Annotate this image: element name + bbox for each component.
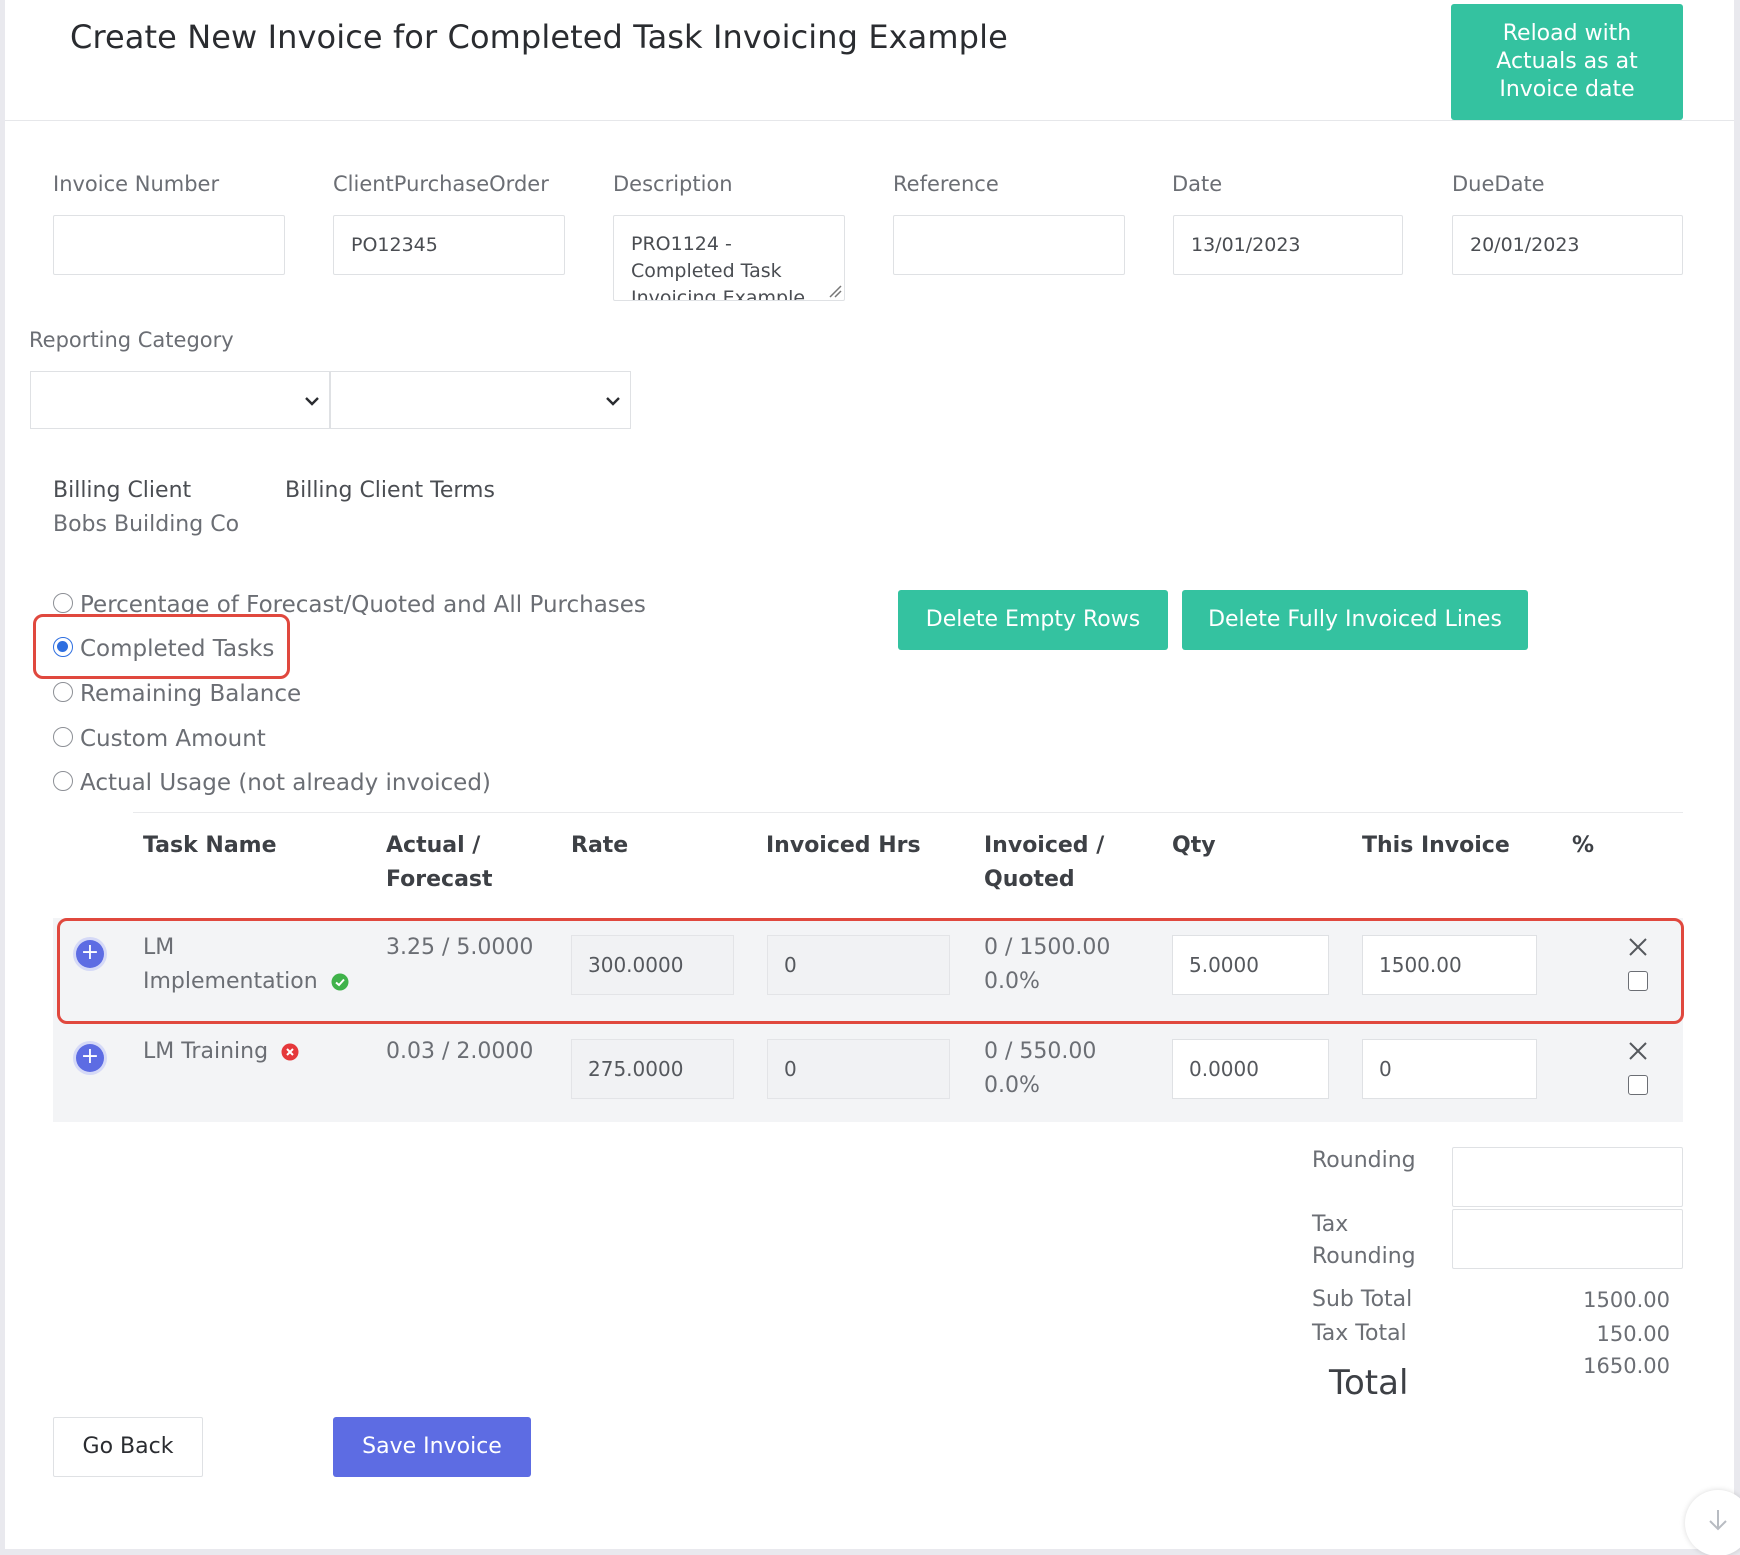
scroll-down-button[interactable] (1685, 1490, 1740, 1555)
invoiced-hrs-field: 0 (767, 1039, 950, 1099)
reporting-category-select-1[interactable] (30, 371, 330, 429)
resize-handle-icon[interactable] (828, 284, 842, 298)
delete-fully-invoiced-button[interactable]: Delete Fully Invoiced Lines (1182, 590, 1528, 650)
tax-rounding-label: Tax Rounding (1312, 1212, 1416, 1269)
billing-client-value: Bobs Building Co (53, 512, 240, 537)
sub-total-value: 1500.00 (1583, 1288, 1670, 1312)
col-invoiced-hrs: Invoiced Hrs (766, 833, 921, 858)
table-row: + LM Implementation 3.25 / 5.0000 300.00… (53, 918, 1683, 1022)
billing-client-label: Billing Client (53, 478, 192, 503)
radio-button[interactable] (53, 682, 73, 702)
col-rate: Rate (571, 833, 629, 858)
due-date-label: DueDate (1452, 172, 1545, 196)
due-date-input[interactable]: 20/01/2023 (1452, 215, 1683, 275)
radio-button[interactable] (53, 727, 73, 747)
x-circle-icon (281, 1043, 299, 1061)
qty-input[interactable]: 5.0000 (1172, 935, 1329, 995)
go-back-button[interactable]: Go Back (53, 1417, 203, 1477)
col-actual-forecast: Actual / Forecast (386, 833, 493, 892)
this-invoice-input[interactable]: 1500.00 (1362, 935, 1537, 995)
task-name: LM Implementation (143, 931, 349, 999)
delete-empty-rows-button[interactable]: Delete Empty Rows (898, 590, 1168, 650)
invoice-number-label: Invoice Number (53, 172, 220, 196)
tax-total-label: Tax Total (1312, 1321, 1407, 1346)
client-po-label: ClientPurchaseOrder (333, 172, 549, 196)
close-icon[interactable] (1627, 936, 1649, 958)
row-checkbox[interactable] (1628, 971, 1648, 991)
col-qty: Qty (1172, 833, 1216, 858)
invoiced-hrs-field: 0 (767, 935, 950, 995)
qty-input[interactable]: 0.0000 (1172, 1039, 1329, 1099)
rate-field: 275.0000 (571, 1039, 734, 1099)
reload-actuals-button[interactable]: Reload with Actuals as at Invoice date (1451, 4, 1683, 120)
total-label: Total (1329, 1363, 1409, 1403)
plus-circle-icon[interactable]: + (76, 940, 104, 968)
total-value: 1650.00 (1583, 1354, 1670, 1378)
col-this-invoice: This Invoice (1362, 833, 1510, 858)
description-text: PRO1124 - Completed Task Invoicing Examp… (631, 233, 806, 301)
check-circle-icon (331, 973, 349, 991)
radio-button-selected[interactable] (53, 637, 73, 657)
col-invoiced-quoted: Invoiced / Quoted (984, 833, 1105, 892)
chevron-down-icon (606, 397, 620, 406)
this-invoice-input[interactable]: 0 (1362, 1039, 1537, 1099)
reference-input[interactable] (893, 215, 1125, 275)
billing-client-terms-label: Billing Client Terms (285, 478, 495, 503)
date-label: Date (1172, 172, 1223, 196)
col-percent: % (1572, 833, 1595, 858)
client-po-input[interactable]: PO12345 (333, 215, 565, 275)
tax-total-value: 150.00 (1596, 1322, 1670, 1346)
rate-field: 300.0000 (571, 935, 734, 995)
radio-button[interactable] (53, 771, 73, 791)
actual-forecast: 3.25 / 5.0000 (386, 935, 534, 960)
description-label: Description (613, 172, 733, 196)
rounding-label: Rounding (1312, 1148, 1416, 1173)
reporting-category-label: Reporting Category (29, 328, 234, 352)
close-icon[interactable] (1627, 1040, 1649, 1062)
header-divider (5, 120, 1734, 121)
actual-forecast: 0.03 / 2.0000 (386, 1039, 534, 1064)
tax-rounding-input[interactable] (1452, 1209, 1683, 1269)
save-invoice-button[interactable]: Save Invoice (333, 1417, 531, 1477)
table-top-divider (133, 812, 1683, 813)
sub-total-label: Sub Total (1312, 1287, 1413, 1312)
page-title: Create New Invoice for Completed Task In… (70, 18, 1008, 56)
invoice-card (5, 0, 1734, 1549)
radio-button[interactable] (53, 593, 73, 613)
completed-tasks-highlight (33, 614, 290, 679)
arrow-down-icon (1709, 1510, 1727, 1531)
rounding-input[interactable] (1452, 1147, 1683, 1207)
date-input[interactable]: 13/01/2023 (1173, 215, 1403, 275)
table-row: + LM Training 0.03 / 2.0000 275.0000 0 0… (53, 1022, 1683, 1122)
col-task-name: Task Name (143, 833, 277, 858)
row-highlight (57, 918, 1684, 1024)
reference-label: Reference (893, 172, 999, 196)
invoiced-quoted: 0 / 550.00 0.0% (984, 1039, 1097, 1098)
plus-circle-icon[interactable]: + (76, 1044, 104, 1072)
task-name: LM Training (143, 1035, 299, 1069)
description-textarea[interactable]: PRO1124 - Completed Task Invoicing Examp… (613, 215, 845, 301)
row-checkbox[interactable] (1628, 1075, 1648, 1095)
invoice-number-input[interactable] (53, 215, 285, 275)
reporting-category-select-2[interactable] (330, 371, 631, 429)
invoiced-quoted: 0 / 1500.00 0.0% (984, 935, 1111, 994)
chevron-down-icon (305, 397, 319, 406)
